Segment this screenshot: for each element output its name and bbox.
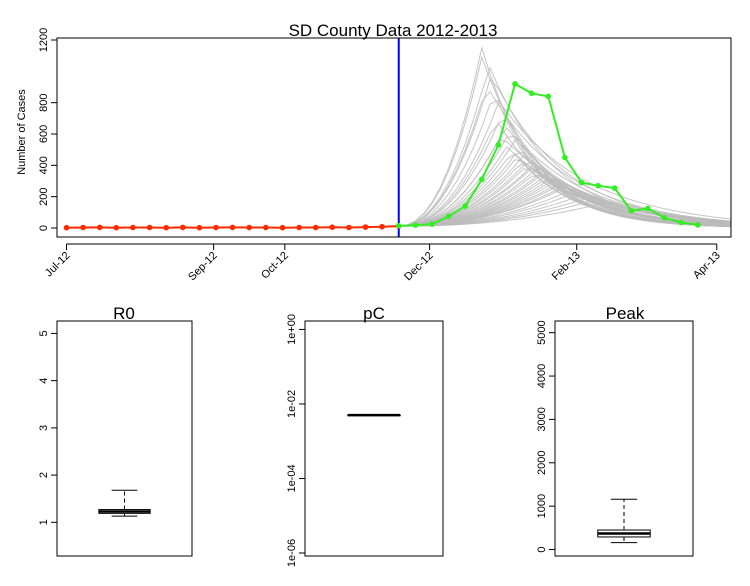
pc-y-tick-label: 1e+00: [286, 314, 298, 345]
main-y-tick-label: 1200: [38, 28, 50, 52]
observed-cases-point: [312, 224, 319, 231]
simulation-run-line: [398, 99, 732, 227]
actual-cases-point: [395, 222, 402, 229]
peak-y-tick-label: 1000: [536, 494, 548, 518]
observed-cases-point: [229, 224, 236, 231]
observed-cases-point: [213, 224, 219, 231]
main-x-tick-label: Sep-12: [186, 250, 220, 284]
peak-y-tick-label: 5000: [536, 320, 548, 344]
actual-cases-point: [429, 221, 435, 227]
r0-y-tick-label: 1: [38, 519, 50, 525]
observed-cases-point: [146, 224, 153, 231]
main-x-tick-label: Dec-12: [402, 250, 436, 284]
peak-boxplot-title: Peak: [606, 304, 645, 323]
pc-plot-frame: [304, 320, 444, 557]
actual-cases-point: [445, 213, 452, 220]
observed-cases-point: [246, 224, 252, 231]
pc-boxplot-title: pC: [363, 304, 385, 323]
peak-y-tick-label: 0: [536, 546, 548, 552]
r0-boxplot: R0 1 2 3 4 5: [38, 304, 193, 557]
actual-cases-point: [611, 185, 618, 191]
actual-cases-point: [562, 154, 568, 161]
actual-cases-point: [479, 176, 485, 183]
main-y-tick-label: 600: [38, 125, 50, 143]
observed-cases-point: [80, 224, 86, 231]
pc-boxplot: pC 1e-06 1e-04 1e-02 1e+00: [286, 304, 444, 567]
main-y-axis: 0 200 400 600 800 1200: [38, 28, 58, 231]
actual-cases-point: [512, 81, 518, 87]
pc-y-tick-label: 1e-06: [286, 539, 298, 567]
simulation-run-line: [398, 90, 732, 227]
simulation-run-line: [398, 122, 732, 227]
observed-cases-point: [329, 224, 336, 230]
actual-cases-point: [661, 215, 668, 221]
r0-y-tick-label: 4: [38, 378, 50, 384]
pc-y-tick-label: 1e-04: [286, 464, 298, 492]
r0-boxplot-title: R0: [113, 304, 135, 323]
main-chart-title: SD County Data 2012-2013: [289, 21, 498, 40]
actual-cases-point: [695, 222, 701, 228]
actual-cases-series: [395, 81, 701, 229]
main-x-tick-label: Oct-12: [259, 250, 291, 282]
main-y-tick-label: 800: [38, 93, 50, 111]
actual-cases-point: [645, 205, 651, 212]
observed-cases-point: [130, 224, 136, 231]
peak-y-tick-label: 4000: [536, 364, 548, 388]
main-y-tick-label: 0: [38, 225, 50, 231]
observed-cases-point: [63, 224, 70, 231]
observed-cases-point: [346, 224, 352, 231]
peak-boxplot: Peak 0 1000 2000 3000 4000 5000: [536, 304, 694, 557]
actual-cases-point: [545, 93, 552, 100]
observed-cases-point: [296, 224, 302, 231]
observed-cases-point: [113, 224, 120, 231]
actual-cases-point: [628, 208, 635, 214]
actual-cases-point: [595, 182, 601, 189]
main-x-tick-label: Feb-13: [550, 250, 583, 283]
r0-plot-frame: [56, 320, 193, 557]
main-x-tick-label: Apr-13: [691, 250, 723, 282]
actual-cases-point: [462, 203, 469, 209]
observed-cases-point: [163, 224, 169, 231]
observed-cases-point: [279, 224, 286, 231]
observed-cases-point: [96, 224, 103, 231]
peak-y-tick-label: 2000: [536, 451, 548, 475]
actual-cases-point: [495, 142, 502, 148]
observed-cases-point: [180, 224, 186, 231]
simulation-runs: [398, 45, 732, 228]
pc-y-tick-label: 1e-02: [286, 390, 298, 418]
simulation-run-line: [398, 201, 732, 227]
main-chart-ylabel: Number of Cases: [16, 89, 28, 175]
actual-cases-point: [412, 222, 419, 228]
main-x-axis: Jul-12 Sep-12 Oct-12 Dec-12 Feb-13 Apr-13: [43, 243, 723, 284]
peak-y-tick-label: 3000: [536, 407, 548, 431]
r0-y-tick-label: 2: [38, 472, 50, 478]
main-y-tick-label: 200: [38, 187, 50, 205]
observed-cases-point: [263, 224, 269, 231]
observed-cases-series: [63, 223, 402, 231]
observed-cases-point: [362, 224, 369, 230]
main-y-tick-label: 400: [38, 156, 50, 174]
r0-y-tick-label: 3: [38, 425, 50, 431]
observed-cases-point: [379, 223, 385, 230]
observed-cases-point: [196, 224, 203, 231]
main-chart: SD County Data 2012-2013 Number of Cases…: [16, 21, 732, 284]
actual-cases-point: [528, 90, 535, 97]
r0-y-tick-label: 5: [38, 330, 50, 336]
actual-cases-point: [678, 219, 684, 226]
main-x-tick-label: Jul-12: [43, 250, 73, 280]
actual-cases-point: [578, 179, 585, 186]
